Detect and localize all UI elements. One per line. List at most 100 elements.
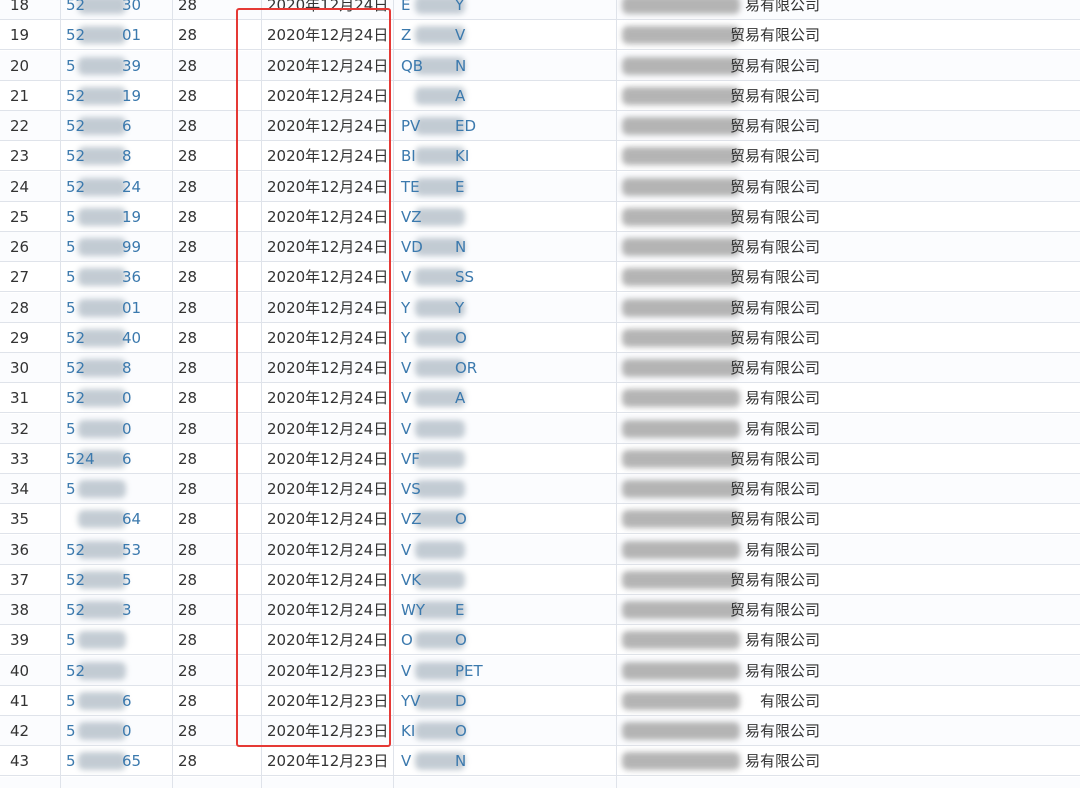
quantity: 28	[178, 419, 198, 438]
quantity: 28	[178, 359, 198, 377]
table-row: 30 52 8 28 2020年12月24日 V OR 贸易有限公司	[0, 353, 1080, 383]
name-start: KI	[401, 722, 416, 740]
date: 2020年12月24日	[267, 56, 389, 75]
date: 2020年12月24日	[267, 26, 389, 45]
row-number: 39	[10, 631, 30, 650]
id-start: 5	[66, 480, 76, 498]
date: 2020年12月23日	[267, 661, 389, 680]
id-start: 52	[66, 177, 86, 196]
quantity: 28	[178, 480, 198, 498]
table-row: 25 5 19 28 2020年12月24日 VZ 贸易有限公司	[0, 202, 1080, 232]
quantity: 28	[178, 601, 198, 619]
table-row: 41 5 6 28 2020年12月23日 YV D 有限公司	[0, 686, 1080, 716]
redaction	[78, 631, 126, 650]
name-start: WY	[401, 601, 425, 619]
redaction	[78, 56, 126, 75]
table-row: 39 5 28 2020年12月24日 O O 易有限公司	[0, 625, 1080, 656]
redaction	[622, 661, 740, 680]
redaction	[622, 298, 740, 317]
id-end: 6	[122, 691, 132, 710]
row-number: 34	[10, 480, 30, 498]
redaction	[415, 631, 465, 650]
id-end: 53	[122, 540, 142, 559]
name-start: Z	[401, 26, 412, 45]
id-end: 19	[122, 207, 142, 226]
id-start: 52	[66, 601, 86, 619]
redaction	[78, 510, 126, 529]
table-row: 42 5 0 28 2020年12月23日 KI O 易有限公司	[0, 716, 1080, 746]
id-end: 8	[122, 359, 132, 377]
name-end: E	[455, 177, 465, 196]
redaction	[78, 177, 126, 196]
id-end: 01	[122, 298, 142, 317]
row-number: 19	[10, 26, 30, 45]
company-end: 易有限公司	[744, 0, 820, 14]
redaction	[622, 147, 740, 166]
redaction	[415, 510, 465, 529]
table-row: 20 5 39 28 2020年12月24日 QB N 贸易有限公司	[0, 50, 1080, 81]
date: 2020年12月24日	[267, 510, 389, 529]
id-start: 52	[66, 26, 86, 45]
name-start: QB	[401, 56, 424, 75]
id-end: 3	[122, 601, 132, 619]
id-end: 5	[122, 570, 132, 589]
quantity: 28	[178, 207, 198, 226]
redaction	[78, 419, 126, 438]
company-end: 易有限公司	[744, 389, 820, 408]
date: 2020年12月24日	[267, 419, 389, 438]
id-start: 52	[66, 570, 86, 589]
redaction	[415, 661, 465, 680]
redaction	[415, 328, 465, 347]
date: 2020年12月23日	[267, 722, 389, 740]
date: 2020年12月24日	[267, 480, 389, 498]
date: 2020年12月24日	[267, 268, 389, 287]
row-number: 20	[10, 56, 30, 75]
name-start: E	[401, 0, 411, 14]
redaction	[78, 691, 126, 710]
redaction	[78, 601, 126, 619]
redaction	[622, 207, 740, 226]
redaction	[78, 238, 126, 256]
redaction	[78, 722, 126, 740]
redaction	[415, 56, 465, 75]
row-number: 18	[10, 0, 30, 14]
company-end: 贸易有限公司	[729, 56, 820, 75]
name-start: YV	[401, 691, 421, 710]
name-start: VZ	[401, 207, 422, 226]
redaction	[622, 238, 740, 256]
id-start: 5	[66, 691, 76, 710]
name-start: VF	[401, 449, 420, 468]
redaction	[622, 0, 740, 14]
id-end: 6	[122, 117, 132, 135]
company-end: 贸易有限公司	[729, 328, 820, 347]
date: 2020年12月24日	[267, 389, 389, 408]
redaction	[415, 0, 465, 14]
redaction	[622, 691, 740, 710]
table-row: 38 52 3 28 2020年12月24日 WY E 贸易有限公司	[0, 595, 1080, 625]
name-start: VZ	[401, 510, 422, 529]
table-row: 22 52 6 28 2020年12月24日 PV ED 贸易有限公司	[0, 111, 1080, 141]
row-number: 40	[10, 661, 30, 680]
quantity: 28	[178, 661, 198, 680]
row-number: 33	[10, 449, 30, 468]
table-row: 31 52 0 28 2020年12月24日 V A 易有限公司	[0, 383, 1080, 414]
highlight-box	[236, 8, 391, 747]
quantity: 28	[178, 722, 198, 740]
row-number: 24	[10, 177, 30, 196]
quantity: 28	[178, 570, 198, 589]
id-end: 40	[122, 328, 142, 347]
date: 2020年12月23日	[267, 752, 389, 771]
redaction	[622, 86, 740, 105]
id-start: 52	[66, 147, 86, 166]
company-end: 贸易有限公司	[729, 298, 820, 317]
redaction	[415, 449, 465, 468]
id-end: 99	[122, 238, 142, 256]
id-start: 5	[66, 207, 76, 226]
company-end: 贸易有限公司	[729, 570, 820, 589]
table-row: 19 52 01 28 2020年12月24日 Z V 贸易有限公司	[0, 20, 1080, 51]
name-start: Y	[401, 298, 411, 317]
table-row: 34 5 28 2020年12月24日 VS 贸易有限公司	[0, 474, 1080, 504]
redaction	[622, 601, 740, 619]
name-start: TE	[401, 177, 420, 196]
name-end: V	[455, 26, 466, 45]
